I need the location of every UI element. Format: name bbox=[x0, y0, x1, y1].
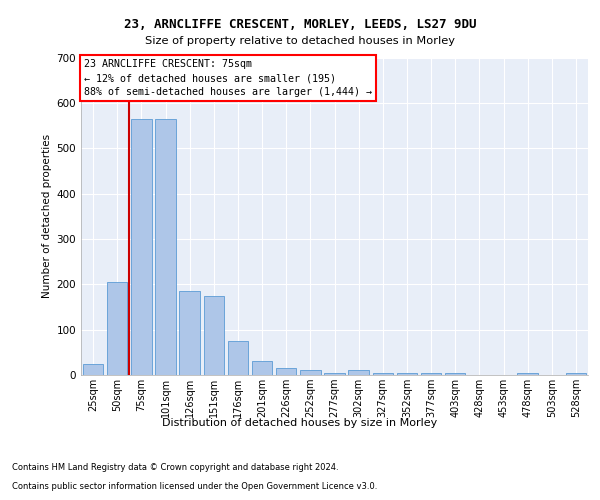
Bar bbox=[373, 372, 393, 375]
Text: 23, ARNCLIFFE CRESCENT, MORLEY, LEEDS, LS27 9DU: 23, ARNCLIFFE CRESCENT, MORLEY, LEEDS, L… bbox=[124, 18, 476, 30]
Y-axis label: Number of detached properties: Number of detached properties bbox=[43, 134, 52, 298]
Bar bbox=[566, 372, 586, 375]
Bar bbox=[107, 282, 127, 375]
Bar bbox=[517, 372, 538, 375]
Text: Contains HM Land Registry data © Crown copyright and database right 2024.: Contains HM Land Registry data © Crown c… bbox=[12, 464, 338, 472]
Bar bbox=[252, 362, 272, 375]
Bar bbox=[83, 364, 103, 375]
Bar bbox=[324, 372, 345, 375]
Text: 23 ARNCLIFFE CRESCENT: 75sqm
← 12% of detached houses are smaller (195)
88% of s: 23 ARNCLIFFE CRESCENT: 75sqm ← 12% of de… bbox=[83, 59, 371, 97]
Bar bbox=[421, 372, 442, 375]
Bar bbox=[131, 118, 152, 375]
Bar bbox=[300, 370, 320, 375]
Text: Distribution of detached houses by size in Morley: Distribution of detached houses by size … bbox=[163, 418, 437, 428]
Bar bbox=[227, 341, 248, 375]
Text: Contains public sector information licensed under the Open Government Licence v3: Contains public sector information licen… bbox=[12, 482, 377, 491]
Text: Size of property relative to detached houses in Morley: Size of property relative to detached ho… bbox=[145, 36, 455, 46]
Bar bbox=[397, 372, 417, 375]
Bar bbox=[155, 118, 176, 375]
Bar bbox=[179, 291, 200, 375]
Bar bbox=[445, 372, 466, 375]
Bar bbox=[276, 368, 296, 375]
Bar bbox=[203, 296, 224, 375]
Bar bbox=[349, 370, 369, 375]
